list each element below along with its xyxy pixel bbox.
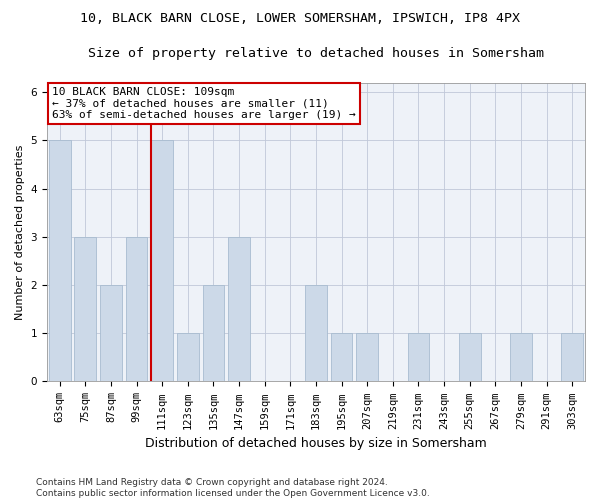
- Bar: [100, 285, 122, 382]
- Bar: [561, 333, 583, 382]
- X-axis label: Distribution of detached houses by size in Somersham: Distribution of detached houses by size …: [145, 437, 487, 450]
- Bar: [49, 140, 71, 382]
- Text: Contains HM Land Registry data © Crown copyright and database right 2024.
Contai: Contains HM Land Registry data © Crown c…: [36, 478, 430, 498]
- Bar: [74, 237, 96, 382]
- Bar: [203, 285, 224, 382]
- Bar: [125, 237, 148, 382]
- Bar: [151, 140, 173, 382]
- Bar: [177, 333, 199, 382]
- Bar: [331, 333, 352, 382]
- Bar: [407, 333, 430, 382]
- Bar: [305, 285, 327, 382]
- Bar: [228, 237, 250, 382]
- Bar: [356, 333, 378, 382]
- Bar: [510, 333, 532, 382]
- Y-axis label: Number of detached properties: Number of detached properties: [15, 144, 25, 320]
- Text: 10, BLACK BARN CLOSE, LOWER SOMERSHAM, IPSWICH, IP8 4PX: 10, BLACK BARN CLOSE, LOWER SOMERSHAM, I…: [80, 12, 520, 26]
- Text: 10 BLACK BARN CLOSE: 109sqm
← 37% of detached houses are smaller (11)
63% of sem: 10 BLACK BARN CLOSE: 109sqm ← 37% of det…: [52, 87, 356, 120]
- Bar: [459, 333, 481, 382]
- Title: Size of property relative to detached houses in Somersham: Size of property relative to detached ho…: [88, 48, 544, 60]
